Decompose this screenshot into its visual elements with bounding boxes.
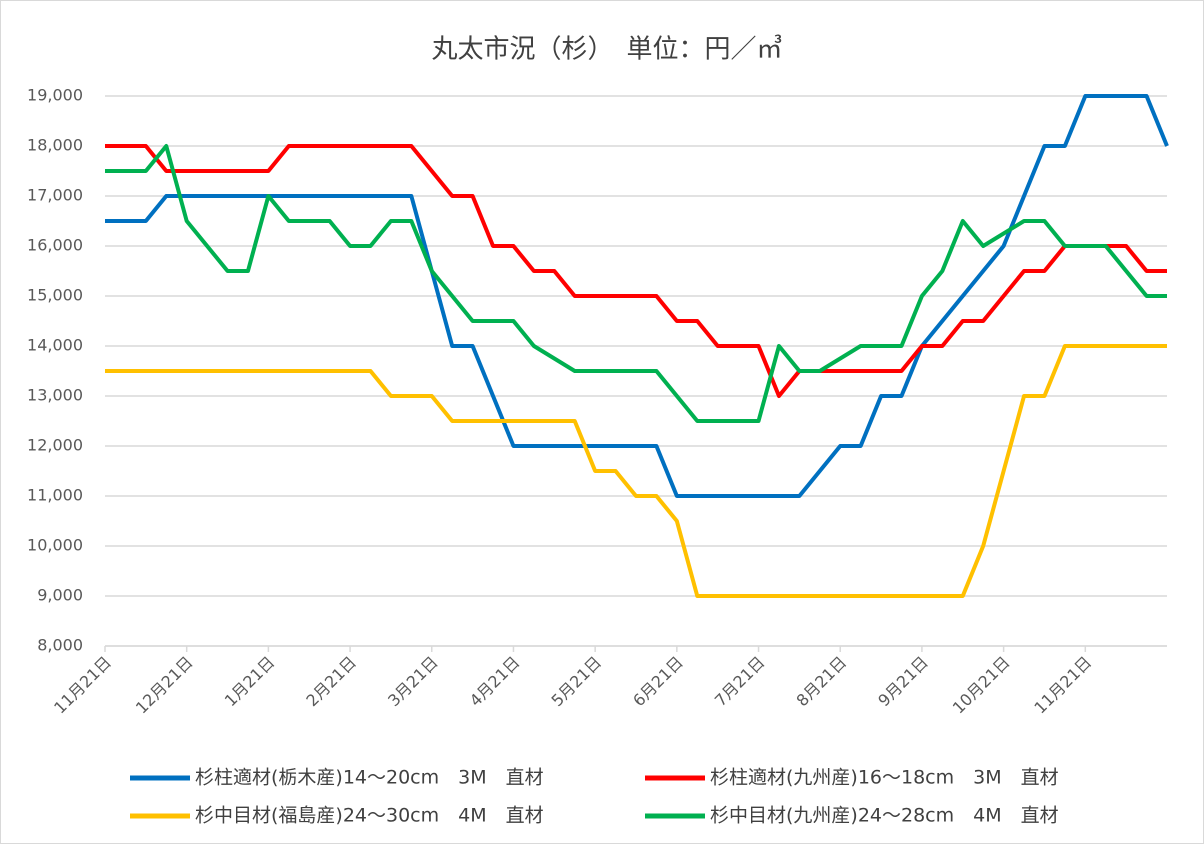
y-tick-label: 8,000: [37, 636, 83, 655]
y-tick-label: 14,000: [27, 336, 83, 355]
y-tick-label: 12,000: [27, 436, 83, 455]
y-tick-label: 19,000: [27, 86, 83, 105]
y-tick-label: 13,000: [27, 386, 83, 405]
series-line: [105, 144, 1167, 398]
y-tick-label: 11,000: [27, 486, 83, 505]
y-tick-label: 15,000: [27, 286, 83, 305]
legend-label: 杉柱適材(九州産)16～18cm 3M 直材: [710, 767, 1059, 789]
legend-label: 杉中目材(九州産)24～28cm 4M 直材: [710, 805, 1059, 827]
chart-title: 丸太市況（杉） 単位：円／㎥: [431, 35, 782, 65]
y-tick-label: 9,000: [37, 586, 83, 605]
y-tick-label: 16,000: [27, 236, 83, 255]
y-tick-label: 18,000: [27, 136, 83, 155]
legend-label: 杉柱適材(栃木産)14～20cm 3M 直材: [195, 767, 544, 789]
y-tick-label: 10,000: [27, 536, 83, 555]
series-line: [105, 94, 1169, 498]
series-line: [105, 344, 1167, 598]
y-tick-label: 17,000: [27, 186, 83, 205]
legend-label: 杉中目材(福島産)24～30cm 4M 直材: [195, 805, 544, 827]
series-line: [105, 144, 1167, 423]
